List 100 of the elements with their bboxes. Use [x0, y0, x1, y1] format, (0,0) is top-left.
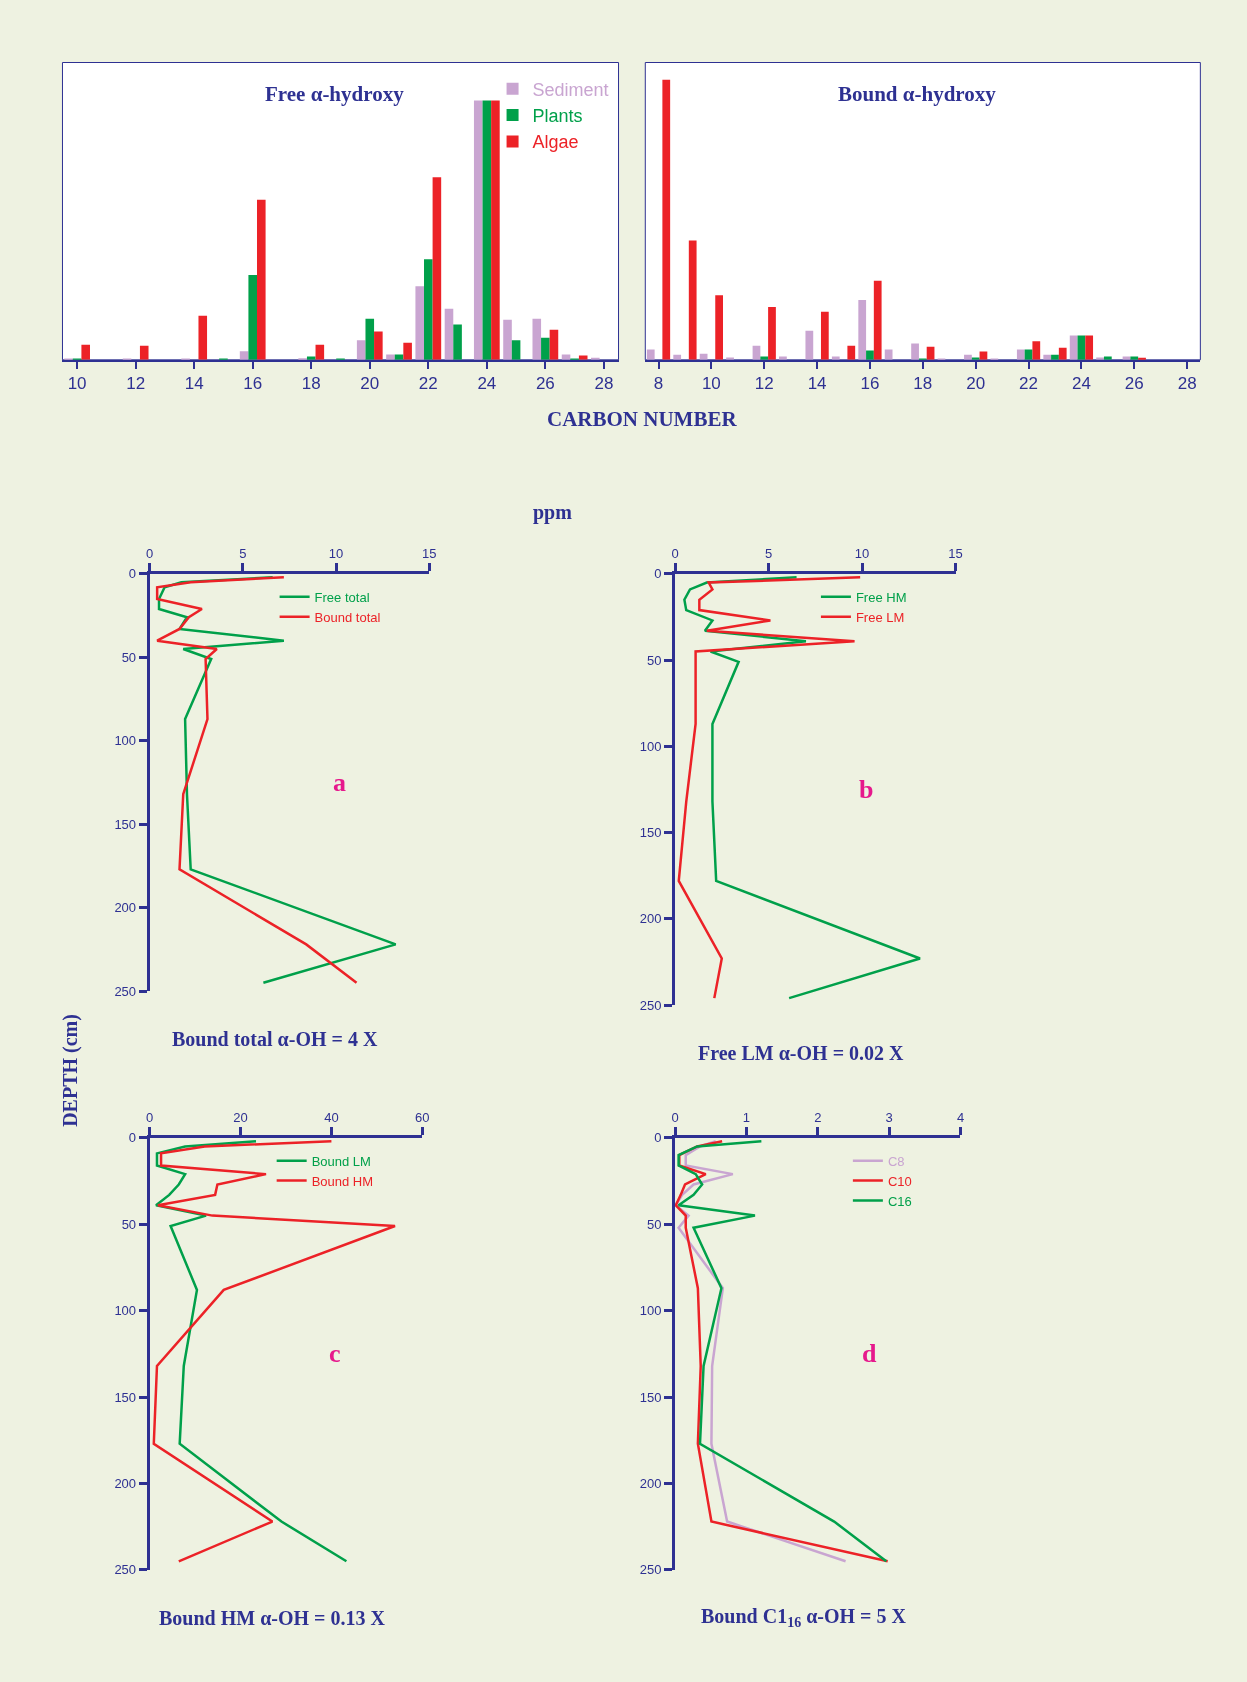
x-tick-label: 14	[184, 374, 204, 394]
bar	[365, 318, 375, 360]
y-tick-label: 250	[639, 1562, 662, 1578]
x-tick-label: 16	[860, 374, 880, 394]
y-tick-label: 150	[114, 1389, 137, 1405]
x-tick-label: 24	[1071, 374, 1091, 394]
chart-title: Free α-hydroxy	[265, 82, 405, 106]
bar	[374, 331, 383, 360]
legend-label: Bound HM	[311, 1173, 374, 1189]
x-tick-label: 14	[807, 374, 827, 394]
annotation: c	[329, 1339, 341, 1368]
bar	[768, 306, 776, 360]
x-tick-label: 22	[1019, 374, 1039, 394]
annotation: d	[862, 1339, 877, 1368]
bar	[820, 311, 829, 360]
bar	[386, 354, 395, 360]
bar	[1103, 356, 1112, 360]
bar	[248, 274, 257, 360]
x-tick-label: 5	[764, 545, 773, 561]
bar	[306, 356, 316, 360]
x-tick-label: 15	[948, 545, 963, 561]
bar	[491, 100, 500, 360]
x-tick-label: 18	[301, 374, 321, 394]
text: Bound HM α-OH = 0.13 X	[159, 1607, 386, 1629]
bar	[646, 349, 655, 360]
y-tick-label: 0	[128, 1130, 137, 1146]
bar	[858, 299, 867, 360]
x-tick-label: 12	[754, 374, 774, 394]
bar	[578, 355, 588, 360]
x-tick-label: 5	[239, 545, 247, 561]
y-tick-label: 0	[654, 1130, 662, 1146]
legend-label: Algae	[532, 132, 579, 153]
bar	[688, 240, 697, 360]
bar	[473, 100, 483, 360]
bar	[356, 340, 366, 360]
bar	[1058, 347, 1067, 360]
x-tick-label: 22	[418, 374, 438, 394]
x-tick-label: 12	[126, 374, 146, 394]
text: Free LM α-OH = 0.02 X	[698, 1042, 905, 1064]
bar	[549, 329, 559, 360]
bar	[532, 318, 542, 360]
legend-label: Free total	[314, 589, 370, 605]
y-tick-label: 150	[639, 1389, 662, 1405]
x-tick-label: 8	[653, 374, 664, 394]
y-tick-label: 200	[114, 900, 137, 916]
x-tick-label: 20	[360, 374, 380, 394]
y-tick-label: 100	[114, 733, 137, 749]
x-tick-label: 28	[594, 374, 614, 394]
x-axis-title: CARBON NUMBER	[547, 407, 738, 431]
y-tick-label: 250	[114, 983, 137, 999]
x-tick-label: 20	[233, 1109, 248, 1125]
x-tick-label: 0	[671, 1109, 679, 1125]
x-tick-label: 26	[535, 374, 555, 394]
x-tick-label: 10	[701, 374, 721, 394]
legend-label: Free HM	[855, 589, 907, 605]
bar	[444, 308, 454, 360]
annotation: b	[859, 775, 874, 804]
y-tick-label: 50	[646, 652, 662, 668]
y-tick-label: 250	[639, 997, 662, 1013]
y-tick-label: 100	[639, 1303, 662, 1319]
x-tick-label: 18	[913, 374, 933, 394]
legend-label: C16	[887, 1193, 912, 1209]
bar	[139, 345, 149, 360]
legend-label: C8	[887, 1153, 905, 1169]
y-tick-label: 150	[639, 825, 662, 841]
y-tick-label: 200	[114, 1476, 137, 1492]
legend-label: Sediment	[532, 79, 609, 100]
x-tick-label: 10	[854, 545, 870, 561]
y-tick-label: 150	[114, 816, 137, 832]
bar	[831, 356, 840, 360]
bar	[511, 340, 521, 360]
x-tick-label: 1	[742, 1109, 751, 1125]
bar	[760, 356, 769, 360]
y-axis-title: DEPTH (cm)	[58, 1014, 82, 1127]
bar	[198, 315, 208, 360]
x-tick-label: 4	[956, 1109, 965, 1125]
bar	[541, 337, 550, 360]
y-tick-label: 50	[121, 649, 137, 665]
x-tick-label: 20	[966, 374, 986, 394]
x-axis-title: ppm	[533, 501, 573, 524]
bar	[453, 324, 462, 360]
x-tick-label: 10	[328, 545, 344, 561]
x-tick-label: 3	[885, 1109, 893, 1125]
x-tick-label: 16	[243, 374, 263, 394]
x-tick-label: 40	[324, 1109, 339, 1125]
bar	[415, 286, 425, 360]
bar	[873, 280, 882, 360]
legend-label: Bound LM	[311, 1153, 371, 1169]
x-tick-label: 0	[146, 1109, 154, 1125]
bar	[403, 342, 412, 360]
y-tick-label: 200	[639, 1476, 662, 1492]
legend-label: Plants	[532, 106, 583, 127]
bar	[1032, 341, 1041, 360]
bar	[432, 177, 442, 360]
bar	[1130, 356, 1139, 360]
x-tick-label: 24	[477, 374, 497, 394]
bar	[1069, 335, 1078, 360]
bar	[911, 343, 919, 360]
text: Bound total α-OH = 4 X	[172, 1028, 378, 1050]
x-tick-label: 0	[146, 545, 154, 561]
